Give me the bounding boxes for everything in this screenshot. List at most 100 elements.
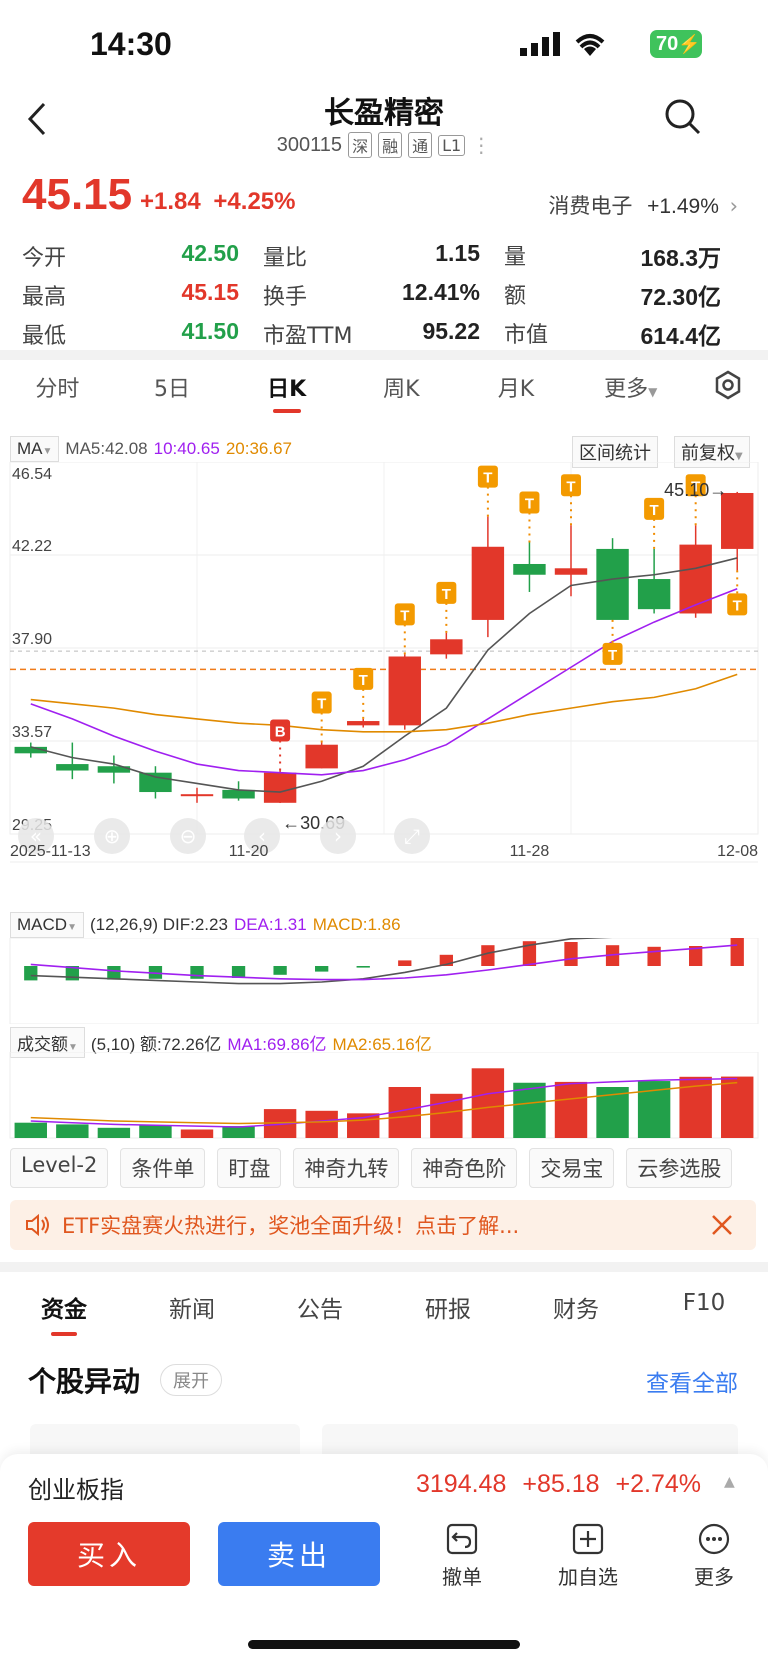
tab-5day[interactable]: 5日 (154, 377, 190, 402)
nav-button-bg (94, 818, 130, 854)
sector-link[interactable]: 消费电子 +1.49% › (548, 190, 738, 220)
candle-body (388, 656, 421, 726)
stat-label: 额 (504, 283, 527, 309)
stat-value: 72.30亿 (640, 283, 721, 310)
marker-label: T (691, 478, 700, 495)
amount-ma2: MA2:65.16亿 (332, 1035, 432, 1054)
stat-label: 最高 (22, 284, 67, 310)
stat-value: 12.41% (401, 278, 480, 305)
macd-params: (12,26,9) DIF:2.23 (89, 915, 228, 934)
tool-level2[interactable]: Level-2 (10, 1148, 109, 1188)
tag-tong: 通 (408, 132, 433, 158)
adjust-selector[interactable]: 前复权▼ (674, 436, 750, 468)
sell-button[interactable]: 卖出 (218, 1522, 380, 1586)
candle-body (471, 546, 505, 620)
fullscreen-icon[interactable]: ⤢ (394, 818, 430, 854)
amount-bar (471, 1068, 505, 1138)
next-icon[interactable]: › (320, 818, 356, 854)
settings-icon[interactable] (688, 370, 768, 404)
tab-weekly-k[interactable]: 周K (383, 377, 420, 402)
macd-label: MACD (17, 915, 68, 934)
ma5-line (30, 557, 738, 793)
stat-volume: 量 168.3万 (504, 239, 745, 273)
more-actions-button[interactable]: 更多 (674, 1522, 754, 1590)
speaker-icon (26, 1213, 49, 1237)
x-tick-label: 11-28 (510, 843, 550, 860)
stat-market-cap: 市值 614.4亿 (504, 317, 745, 351)
cancel-order-button[interactable]: 撤单 (422, 1522, 502, 1590)
tool-stock-picker[interactable]: 云参选股 (626, 1148, 733, 1188)
caret-down-icon: ▼ (67, 922, 77, 933)
caret-down-icon: ▼ (735, 451, 743, 462)
amount-params: (5,10) 额:72.26亿 (90, 1035, 222, 1054)
marker-label: T (359, 672, 368, 689)
index-quote: 3194.48 +85.18 +2.74% (416, 1470, 701, 1499)
macd-bar (564, 942, 578, 966)
stat-value: 41.50 (181, 317, 239, 344)
tab-more[interactable]: 更多▼ (573, 371, 688, 403)
kline-chart[interactable]: 46.5442.2237.9033.5729.25BTTTTTTTTTTT45.… (0, 462, 768, 906)
change-pct: +4.25% (213, 188, 296, 215)
ma10-line (30, 587, 738, 776)
trade-marker (353, 667, 374, 690)
amount-bar (56, 1124, 89, 1138)
tab-announcements[interactable]: 公告 (297, 1297, 343, 1323)
tool-nine-turn[interactable]: 神奇九转 (293, 1148, 400, 1188)
marker-label: T (483, 470, 492, 487)
caret-up-icon[interactable]: ▲ (724, 1474, 735, 1490)
stat-label: 量 (504, 244, 527, 270)
nav-button-glyph: ⤢ (404, 824, 420, 848)
tool-color-scale[interactable]: 神奇色阶 (411, 1148, 518, 1188)
stat-value: 42.50 (181, 239, 239, 266)
candle-body (637, 579, 671, 610)
notice-banner[interactable]: ETF实盘赛火热进行，奖池全面升级！点击了解... (10, 1200, 756, 1250)
rewind-icon[interactable]: « (18, 818, 54, 854)
stat-value: 45.15 (181, 278, 239, 305)
nav-button-bg (244, 818, 280, 854)
marker-label: T (608, 647, 617, 664)
marker-label: T (400, 607, 409, 624)
home-indicator[interactable] (248, 1640, 520, 1649)
tab-news[interactable]: 新闻 (169, 1297, 215, 1323)
zoom-out-icon[interactable]: ⊖ (170, 818, 206, 854)
tool-trade-treasure[interactable]: 交易宝 (529, 1148, 615, 1188)
macd-selector[interactable]: MACD▼ (10, 912, 84, 938)
tab-research[interactable]: 研报 (425, 1297, 471, 1323)
back-icon[interactable] (24, 100, 50, 138)
candle-body (430, 639, 463, 655)
macd-bar (231, 966, 246, 978)
change-value: +1.84 (140, 188, 201, 215)
more-dots-icon[interactable]: ⋮ (471, 133, 492, 157)
zoom-in-icon[interactable]: ⊕ (94, 818, 130, 854)
dif-line (30, 938, 613, 985)
view-all-link[interactable]: 查看全部 (646, 1371, 738, 1397)
candle-body (180, 794, 214, 797)
tool-condition-order[interactable]: 条件单 (120, 1148, 206, 1188)
tab-intraday[interactable]: 分时 (35, 377, 80, 402)
range-stats-button[interactable]: 区间统计 (572, 436, 658, 468)
undo-icon (446, 1523, 478, 1555)
buy-button[interactable]: 买入 (28, 1522, 190, 1586)
amount-selector[interactable]: 成交额▼ (10, 1027, 85, 1058)
y-tick-label: 46.54 (12, 466, 52, 483)
tab-financials[interactable]: 财务 (553, 1297, 599, 1323)
close-icon[interactable] (710, 1213, 734, 1237)
ma-selector[interactable]: MA▼ (10, 436, 60, 462)
section-title: 个股异动 (28, 1365, 141, 1398)
expand-button[interactable]: 展开 (160, 1364, 222, 1396)
amount-bar (305, 1110, 338, 1138)
tab-f10[interactable]: F10 (682, 1290, 726, 1316)
search-icon[interactable] (664, 98, 702, 136)
candle-body (679, 544, 712, 614)
tab-daily-k[interactable]: 日K (229, 371, 344, 413)
stat-amount: 额 72.30亿 (504, 278, 745, 312)
adjust-label: 前复权 (681, 443, 735, 464)
index-name[interactable]: 创业板指 (28, 1476, 124, 1504)
tab-monthly-k[interactable]: 月K (497, 377, 535, 402)
tool-watch[interactable]: 盯盘 (217, 1148, 282, 1188)
add-watchlist-button[interactable]: 加自选 (548, 1522, 628, 1590)
prev-icon[interactable]: ‹ (244, 818, 280, 854)
tab-funds[interactable]: 资金 (0, 1290, 128, 1336)
x-tick-label: 12-08 (717, 843, 758, 860)
sector-pct: +1.49% (647, 195, 719, 218)
